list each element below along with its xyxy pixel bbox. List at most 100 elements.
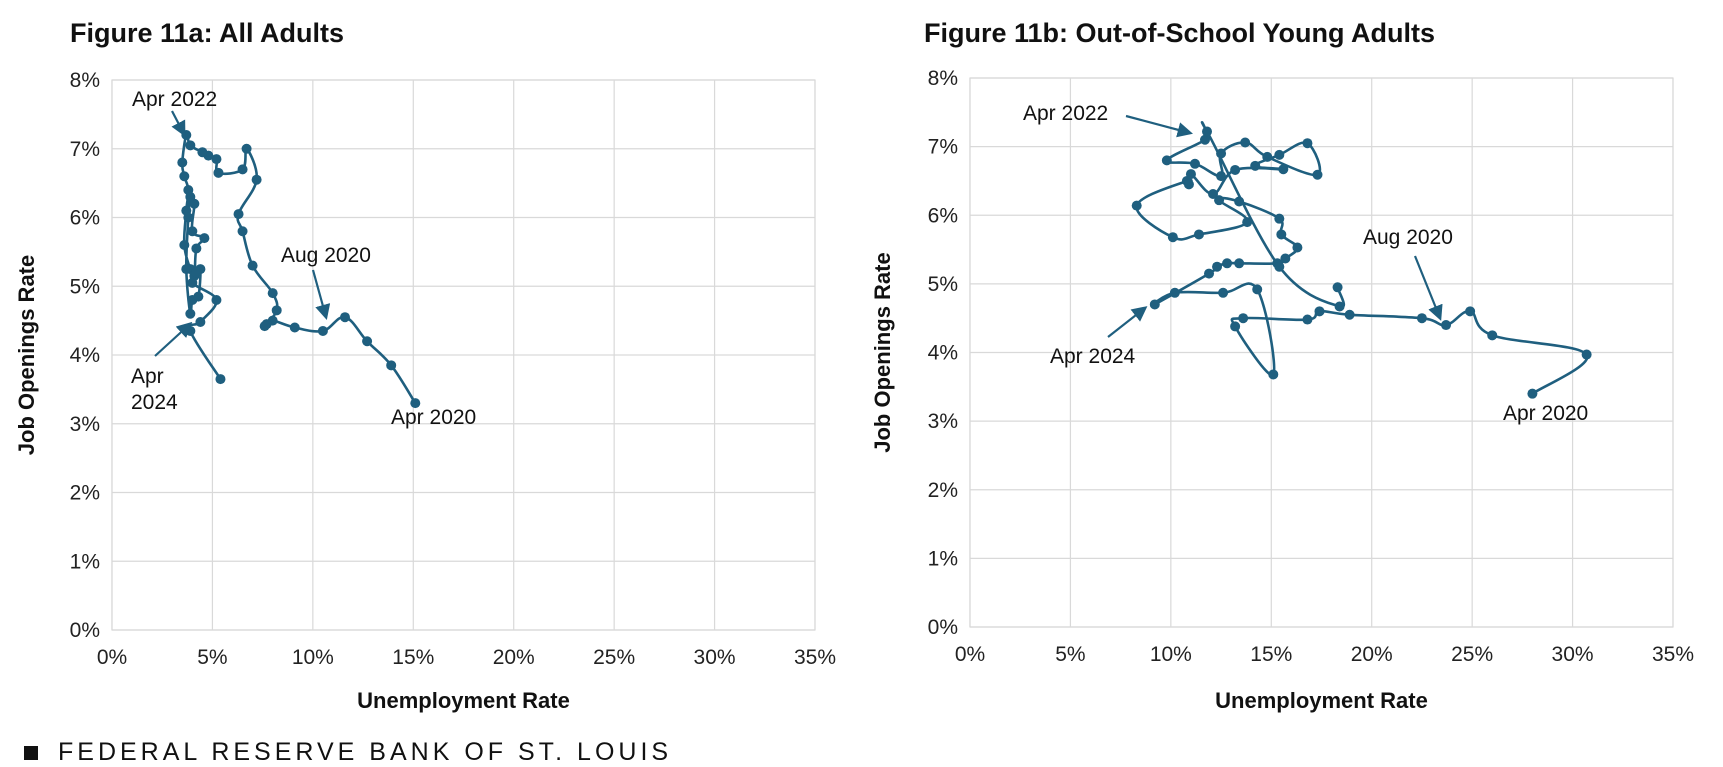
data-point bbox=[1131, 200, 1142, 211]
data-point bbox=[1276, 229, 1287, 240]
annotation-arrow bbox=[311, 269, 331, 320]
data-point bbox=[1252, 284, 1263, 295]
data-point bbox=[1149, 299, 1160, 310]
chart-title: Figure 11b: Out-of-School Young Adults bbox=[924, 18, 1435, 48]
data-point bbox=[1189, 158, 1200, 169]
x-tick-label: 15% bbox=[392, 646, 434, 669]
data-point bbox=[362, 336, 373, 347]
data-point bbox=[1202, 126, 1213, 137]
data-point bbox=[1314, 306, 1325, 317]
data-point bbox=[1230, 164, 1241, 175]
data-point bbox=[1274, 213, 1285, 224]
annotation-line: 2024 bbox=[131, 391, 178, 414]
y-tick-label: 7% bbox=[70, 138, 100, 161]
data-point bbox=[1487, 330, 1498, 341]
x-tick-label: 15% bbox=[1250, 643, 1292, 666]
data-point bbox=[177, 157, 188, 168]
data-point bbox=[289, 322, 300, 333]
data-point bbox=[1216, 171, 1227, 182]
data-point bbox=[1222, 258, 1233, 269]
data-point bbox=[1262, 151, 1273, 162]
data-point bbox=[1581, 349, 1592, 360]
data-point bbox=[1238, 313, 1249, 324]
data-point bbox=[1280, 253, 1291, 264]
annotation-arrow bbox=[171, 110, 186, 137]
y-tick-label: 4% bbox=[928, 342, 958, 365]
data-point bbox=[179, 240, 190, 250]
y-tick-label: 8% bbox=[70, 69, 100, 92]
data-point bbox=[267, 288, 278, 299]
chart-all-adults: 0% 1% 2% 3% 4% 5% 6% 7% 8% 0% 5% 10% 15% 20% 25% 30% 35%… bbox=[14, 18, 836, 713]
data-point bbox=[247, 260, 258, 271]
data-point bbox=[1212, 261, 1223, 272]
data-point bbox=[193, 291, 204, 302]
data-point bbox=[339, 312, 350, 323]
data-point bbox=[1214, 195, 1225, 206]
annotation-arrow bbox=[1125, 114, 1193, 138]
data-point bbox=[1302, 314, 1313, 325]
data-point bbox=[1193, 229, 1204, 240]
footer-square-icon bbox=[24, 745, 38, 760]
annotation-label: Apr 2022 bbox=[1023, 102, 1108, 125]
annotation-label: Apr 2024 bbox=[131, 365, 178, 414]
y-tick-label: 2% bbox=[928, 479, 958, 502]
x-tick-label: 20% bbox=[1351, 643, 1393, 666]
data-point bbox=[185, 191, 196, 202]
data-point bbox=[1250, 160, 1261, 171]
data-point bbox=[181, 264, 192, 275]
annotation-label: Aug 2020 bbox=[1363, 226, 1453, 249]
x-tick-label: 35% bbox=[1652, 643, 1694, 666]
data-point bbox=[191, 267, 202, 278]
x-axis-title: Unemployment Rate bbox=[1215, 688, 1428, 713]
y-tick-label: 1% bbox=[928, 547, 958, 570]
annotation-arrow bbox=[154, 321, 193, 357]
data-point bbox=[237, 164, 248, 175]
y-tick-label: 0% bbox=[928, 616, 958, 639]
data-point bbox=[410, 398, 421, 409]
data-point bbox=[1268, 369, 1279, 380]
annotation-line: Apr bbox=[131, 365, 164, 388]
data-point bbox=[1169, 287, 1180, 298]
data-point bbox=[1240, 137, 1251, 148]
data-point bbox=[1161, 155, 1172, 166]
data-point bbox=[211, 154, 222, 165]
y-tick-label: 3% bbox=[70, 413, 100, 436]
annotation-arrow bbox=[1413, 255, 1443, 321]
x-tick-label: 10% bbox=[292, 646, 334, 669]
data-point bbox=[1302, 138, 1313, 149]
data-point bbox=[215, 374, 226, 385]
data-point bbox=[213, 167, 224, 178]
y-tick-label: 5% bbox=[70, 275, 100, 298]
y-tick-label: 0% bbox=[70, 619, 100, 642]
data-point bbox=[1344, 309, 1355, 320]
data-point bbox=[386, 360, 397, 371]
plot-frame bbox=[969, 77, 1674, 628]
y-tick-label: 6% bbox=[928, 204, 958, 227]
annotation-label: Apr 2020 bbox=[1503, 402, 1588, 425]
data-point bbox=[1292, 242, 1303, 253]
data-point bbox=[1208, 188, 1219, 199]
data-point bbox=[259, 321, 270, 332]
data-point bbox=[1234, 196, 1245, 207]
data-point bbox=[1234, 258, 1245, 269]
data-point bbox=[187, 277, 198, 288]
x-tick-label: 0% bbox=[955, 643, 985, 666]
y-tick-label: 7% bbox=[928, 136, 958, 159]
data-point bbox=[1183, 179, 1194, 190]
data-point bbox=[271, 305, 282, 316]
data-point bbox=[1218, 287, 1229, 298]
annotation-label: Aug 2020 bbox=[281, 244, 371, 267]
data-point bbox=[195, 317, 206, 327]
x-tick-label: 20% bbox=[493, 646, 535, 669]
annotation-label: Apr 2024 bbox=[1050, 345, 1136, 368]
data-point bbox=[1416, 313, 1427, 324]
data-point bbox=[1274, 261, 1285, 272]
y-tick-label: 3% bbox=[928, 410, 958, 433]
data-point bbox=[241, 143, 252, 154]
annotation-label: Apr 2020 bbox=[391, 406, 476, 429]
data-point bbox=[237, 226, 248, 237]
x-tick-label: 10% bbox=[1150, 643, 1192, 666]
y-tick-label: 5% bbox=[928, 273, 958, 296]
data-point bbox=[1230, 321, 1241, 332]
